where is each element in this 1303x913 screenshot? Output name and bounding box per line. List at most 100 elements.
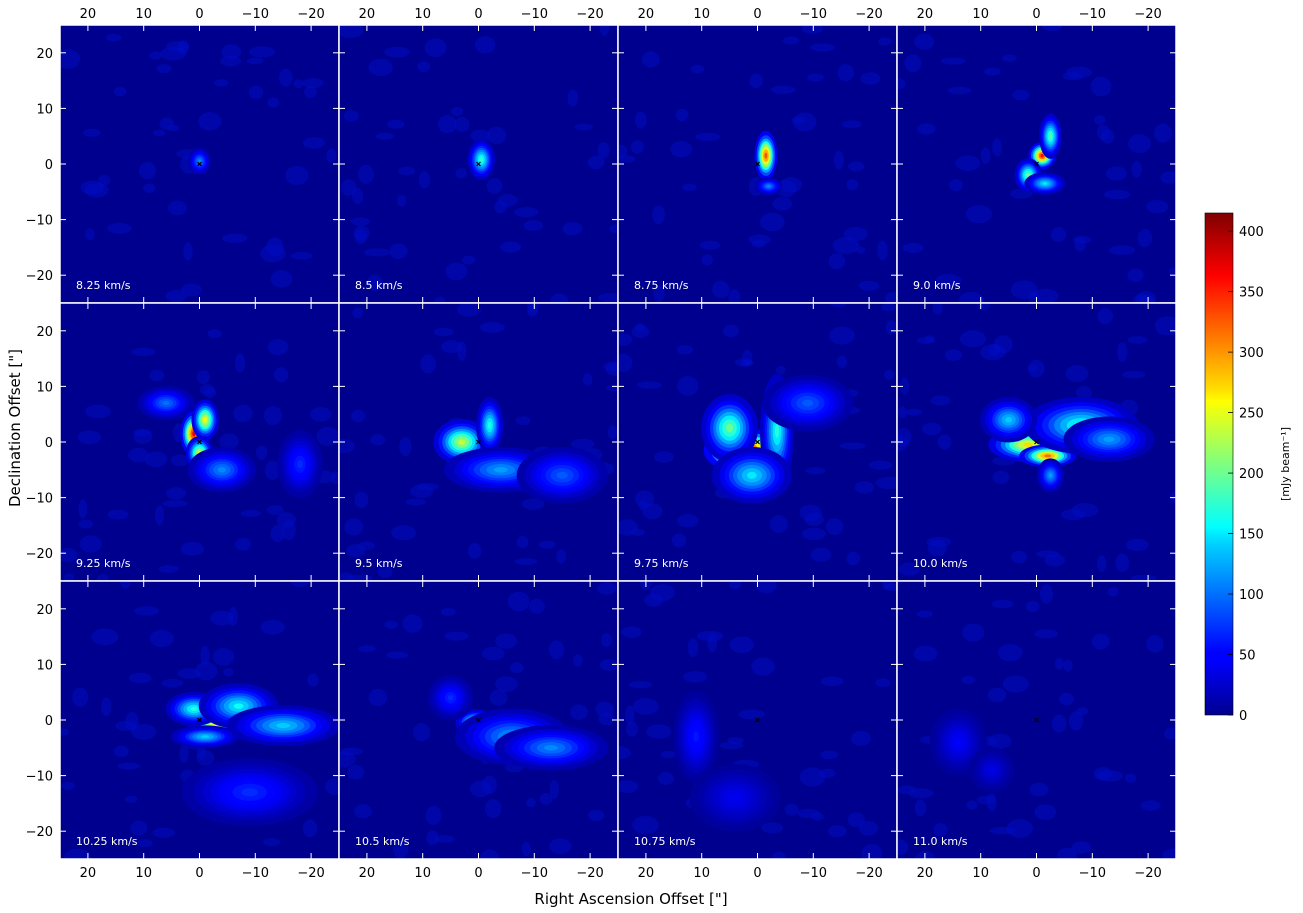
noise-blob <box>847 812 865 828</box>
noise-blob <box>989 826 1016 835</box>
x-tick-label-bottom: 20 <box>638 866 655 881</box>
noise-blob <box>60 49 81 69</box>
noise-blob <box>199 384 215 396</box>
noise-blob <box>965 204 993 224</box>
noise-blob <box>507 591 530 612</box>
noise-blob <box>784 803 799 816</box>
noise-blob <box>339 751 356 768</box>
noise-blob <box>635 323 645 332</box>
noise-blob <box>833 150 844 170</box>
y-tick-label: 0 <box>45 158 53 173</box>
noise-blob <box>638 499 648 511</box>
emission-layer <box>60 581 339 859</box>
noise-blob <box>375 132 395 140</box>
noise-blob <box>270 524 285 543</box>
noise-blob <box>1010 280 1038 300</box>
noise-blob <box>339 25 364 38</box>
noise-blob <box>940 57 966 65</box>
noise-blob <box>386 119 405 129</box>
noise-blob <box>233 404 253 423</box>
noise-blob <box>1050 227 1067 243</box>
noise-blob <box>484 799 502 819</box>
colorbar-frame <box>1204 212 1234 716</box>
velocity-label: 8.5 km/s <box>355 279 403 292</box>
y-axis-title: Declination Offset ["] <box>6 349 24 507</box>
noise-blob <box>479 322 505 333</box>
noise-blob <box>1127 336 1148 345</box>
colorbar-tick-label: 350 <box>1239 286 1264 301</box>
noise-blob <box>539 792 553 805</box>
noise-blob <box>828 326 855 345</box>
noise-blob <box>1103 189 1131 200</box>
noise-blob <box>843 226 868 242</box>
noise-blob <box>991 599 1014 609</box>
noise-blob <box>198 112 222 131</box>
emission-contour <box>693 731 699 743</box>
noise-blob <box>454 116 470 133</box>
noise-blob <box>326 148 337 163</box>
emission-contour <box>479 157 483 163</box>
noise-blob <box>562 221 583 236</box>
channel-panel: 9.75 km/s <box>617 302 898 582</box>
x-tick-label-bottom: 10 <box>693 866 710 881</box>
noise-blob <box>641 51 660 68</box>
noise-blob <box>117 762 141 770</box>
noise-blob <box>131 347 156 357</box>
noise-blob <box>474 36 496 54</box>
source-marker <box>1034 439 1039 445</box>
emission-contour <box>1040 153 1044 158</box>
source-marker <box>197 161 202 167</box>
noise-blob <box>347 574 373 581</box>
noise-blob <box>573 654 583 668</box>
noise-blob <box>410 484 434 499</box>
noise-blob <box>521 498 545 510</box>
emission-contour <box>747 471 757 479</box>
emission-contour <box>1048 473 1053 478</box>
noise-blob <box>282 520 296 541</box>
noise-blob <box>636 381 662 389</box>
source-marker <box>1034 717 1039 723</box>
noise-blob <box>170 454 189 467</box>
noise-blob <box>149 51 162 60</box>
y-tick-label: −10 <box>26 492 53 507</box>
noise-blob <box>1107 586 1119 597</box>
emission-contour <box>954 738 962 747</box>
emission-contour <box>297 460 303 469</box>
noise-blob <box>267 339 289 356</box>
noise-blob <box>917 337 935 345</box>
noise-blob <box>441 340 463 354</box>
x-tick-label-bottom: 0 <box>753 866 761 881</box>
noise-blob <box>574 123 593 131</box>
noise-blob <box>1074 236 1086 252</box>
velocity-label: 10.5 km/s <box>355 835 410 848</box>
noise-blob <box>276 512 297 528</box>
noise-blob <box>868 460 893 470</box>
noise-blob <box>1094 115 1106 126</box>
noise-blob <box>1164 727 1176 740</box>
noise-blob <box>780 176 803 193</box>
noise-blob <box>440 608 456 617</box>
noise-blob <box>1097 555 1107 573</box>
noise-blob <box>707 632 718 653</box>
channel-panel: 8.25 km/s <box>59 24 340 304</box>
noise-blob <box>1130 574 1157 581</box>
x-tick-label-top: 10 <box>414 7 431 22</box>
noise-blob <box>156 64 172 74</box>
noise-blob <box>722 324 739 338</box>
noise-blob <box>930 395 951 406</box>
noise-blob <box>646 724 672 739</box>
emission-contour <box>458 439 466 445</box>
noise-blob <box>961 675 976 685</box>
x-tick-label-top: 20 <box>359 7 376 22</box>
colorbar-tick-label: 300 <box>1239 346 1264 361</box>
noise-blob <box>495 676 518 692</box>
noise-blob <box>279 68 293 87</box>
channel-panel: 11.0 km/s <box>896 580 1177 860</box>
x-tick-label-top: 10 <box>135 7 152 22</box>
noise-blob <box>908 788 934 799</box>
noise-blob <box>886 320 897 335</box>
noise-blob <box>1108 245 1136 255</box>
noise-blob <box>618 353 633 373</box>
noise-blob <box>526 304 539 317</box>
